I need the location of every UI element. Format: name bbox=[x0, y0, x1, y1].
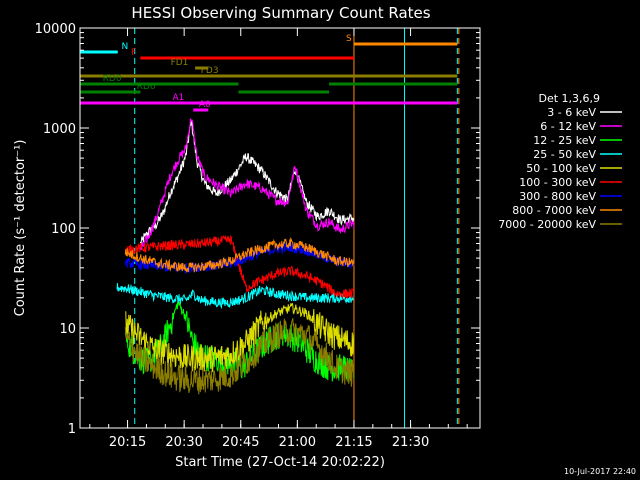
x-axis-label: Start Time (27-Oct-14 20:02:22) bbox=[175, 455, 385, 470]
legend-title: Det 1,3,6,9 bbox=[538, 92, 600, 105]
x-tick-label: 21:00 bbox=[279, 435, 316, 450]
axes: 20:15 20:30 20:45 21:00 21:15 21:30 1 10 100 1000… bbox=[35, 22, 480, 450]
legend-label-6: 100 - 300 keV bbox=[519, 176, 596, 189]
y-tick-label: 10 bbox=[59, 322, 76, 337]
series-line-1 bbox=[139, 120, 355, 245]
legend-label-7: 300 - 800 keV bbox=[519, 190, 596, 203]
legend-label-8: 800 - 7000 keV bbox=[512, 204, 596, 217]
legend-label-1: 3 - 6 keV bbox=[547, 106, 596, 119]
series-layer bbox=[116, 118, 355, 395]
x-tick-label: 20:45 bbox=[222, 435, 259, 450]
chart-title: HESSI Observing Summary Count Rates bbox=[131, 4, 430, 22]
legend-label-9: 7000 - 20000 keV bbox=[498, 218, 596, 231]
flag-label-fd3: FD3 bbox=[201, 66, 219, 76]
x-tick-label: 21:30 bbox=[392, 435, 429, 450]
flag-label-fd1: FD1 bbox=[171, 58, 189, 68]
y-tick-label: 1000 bbox=[43, 122, 76, 137]
flag-label-rd0: RD0 bbox=[103, 74, 122, 84]
x-tick-label: 21:15 bbox=[335, 435, 372, 450]
legend-label-4: 25 - 50 keV bbox=[533, 148, 596, 161]
series-line-6 bbox=[124, 234, 355, 299]
x-tick-label: 20:30 bbox=[165, 435, 202, 450]
flag-label-a0: A0 bbox=[199, 100, 211, 110]
series-line-8 bbox=[124, 236, 355, 273]
y-axis-label: Count Rate (s⁻¹ detector⁻¹) bbox=[13, 140, 28, 317]
y-tick-label: 1 bbox=[68, 422, 76, 437]
y-tick-label: 10000 bbox=[35, 22, 76, 37]
series-line-4 bbox=[116, 283, 354, 310]
series-line-2 bbox=[139, 118, 355, 250]
timestamp-label: 10-Jul-2017 22:40 bbox=[564, 467, 636, 476]
flag-bars: N S F FD1 FD3 RD0 RD6 A1 A0 bbox=[80, 34, 458, 112]
flag-label-a1: A1 bbox=[172, 93, 184, 103]
legend-label-2: 6 - 12 keV bbox=[540, 120, 596, 133]
flag-label-n: N bbox=[122, 42, 129, 52]
x-tick-label: 20:15 bbox=[109, 435, 146, 450]
y-tick-label: 100 bbox=[51, 222, 76, 237]
flag-label-s: S bbox=[346, 34, 352, 44]
flag-label-f: F bbox=[131, 48, 136, 58]
series-line-9 bbox=[124, 317, 355, 395]
legend-label-3: 12 - 25 keV bbox=[533, 134, 596, 147]
flag-label-rd6: RD6 bbox=[137, 82, 156, 92]
legend-label-5: 50 - 100 keV bbox=[526, 162, 596, 175]
